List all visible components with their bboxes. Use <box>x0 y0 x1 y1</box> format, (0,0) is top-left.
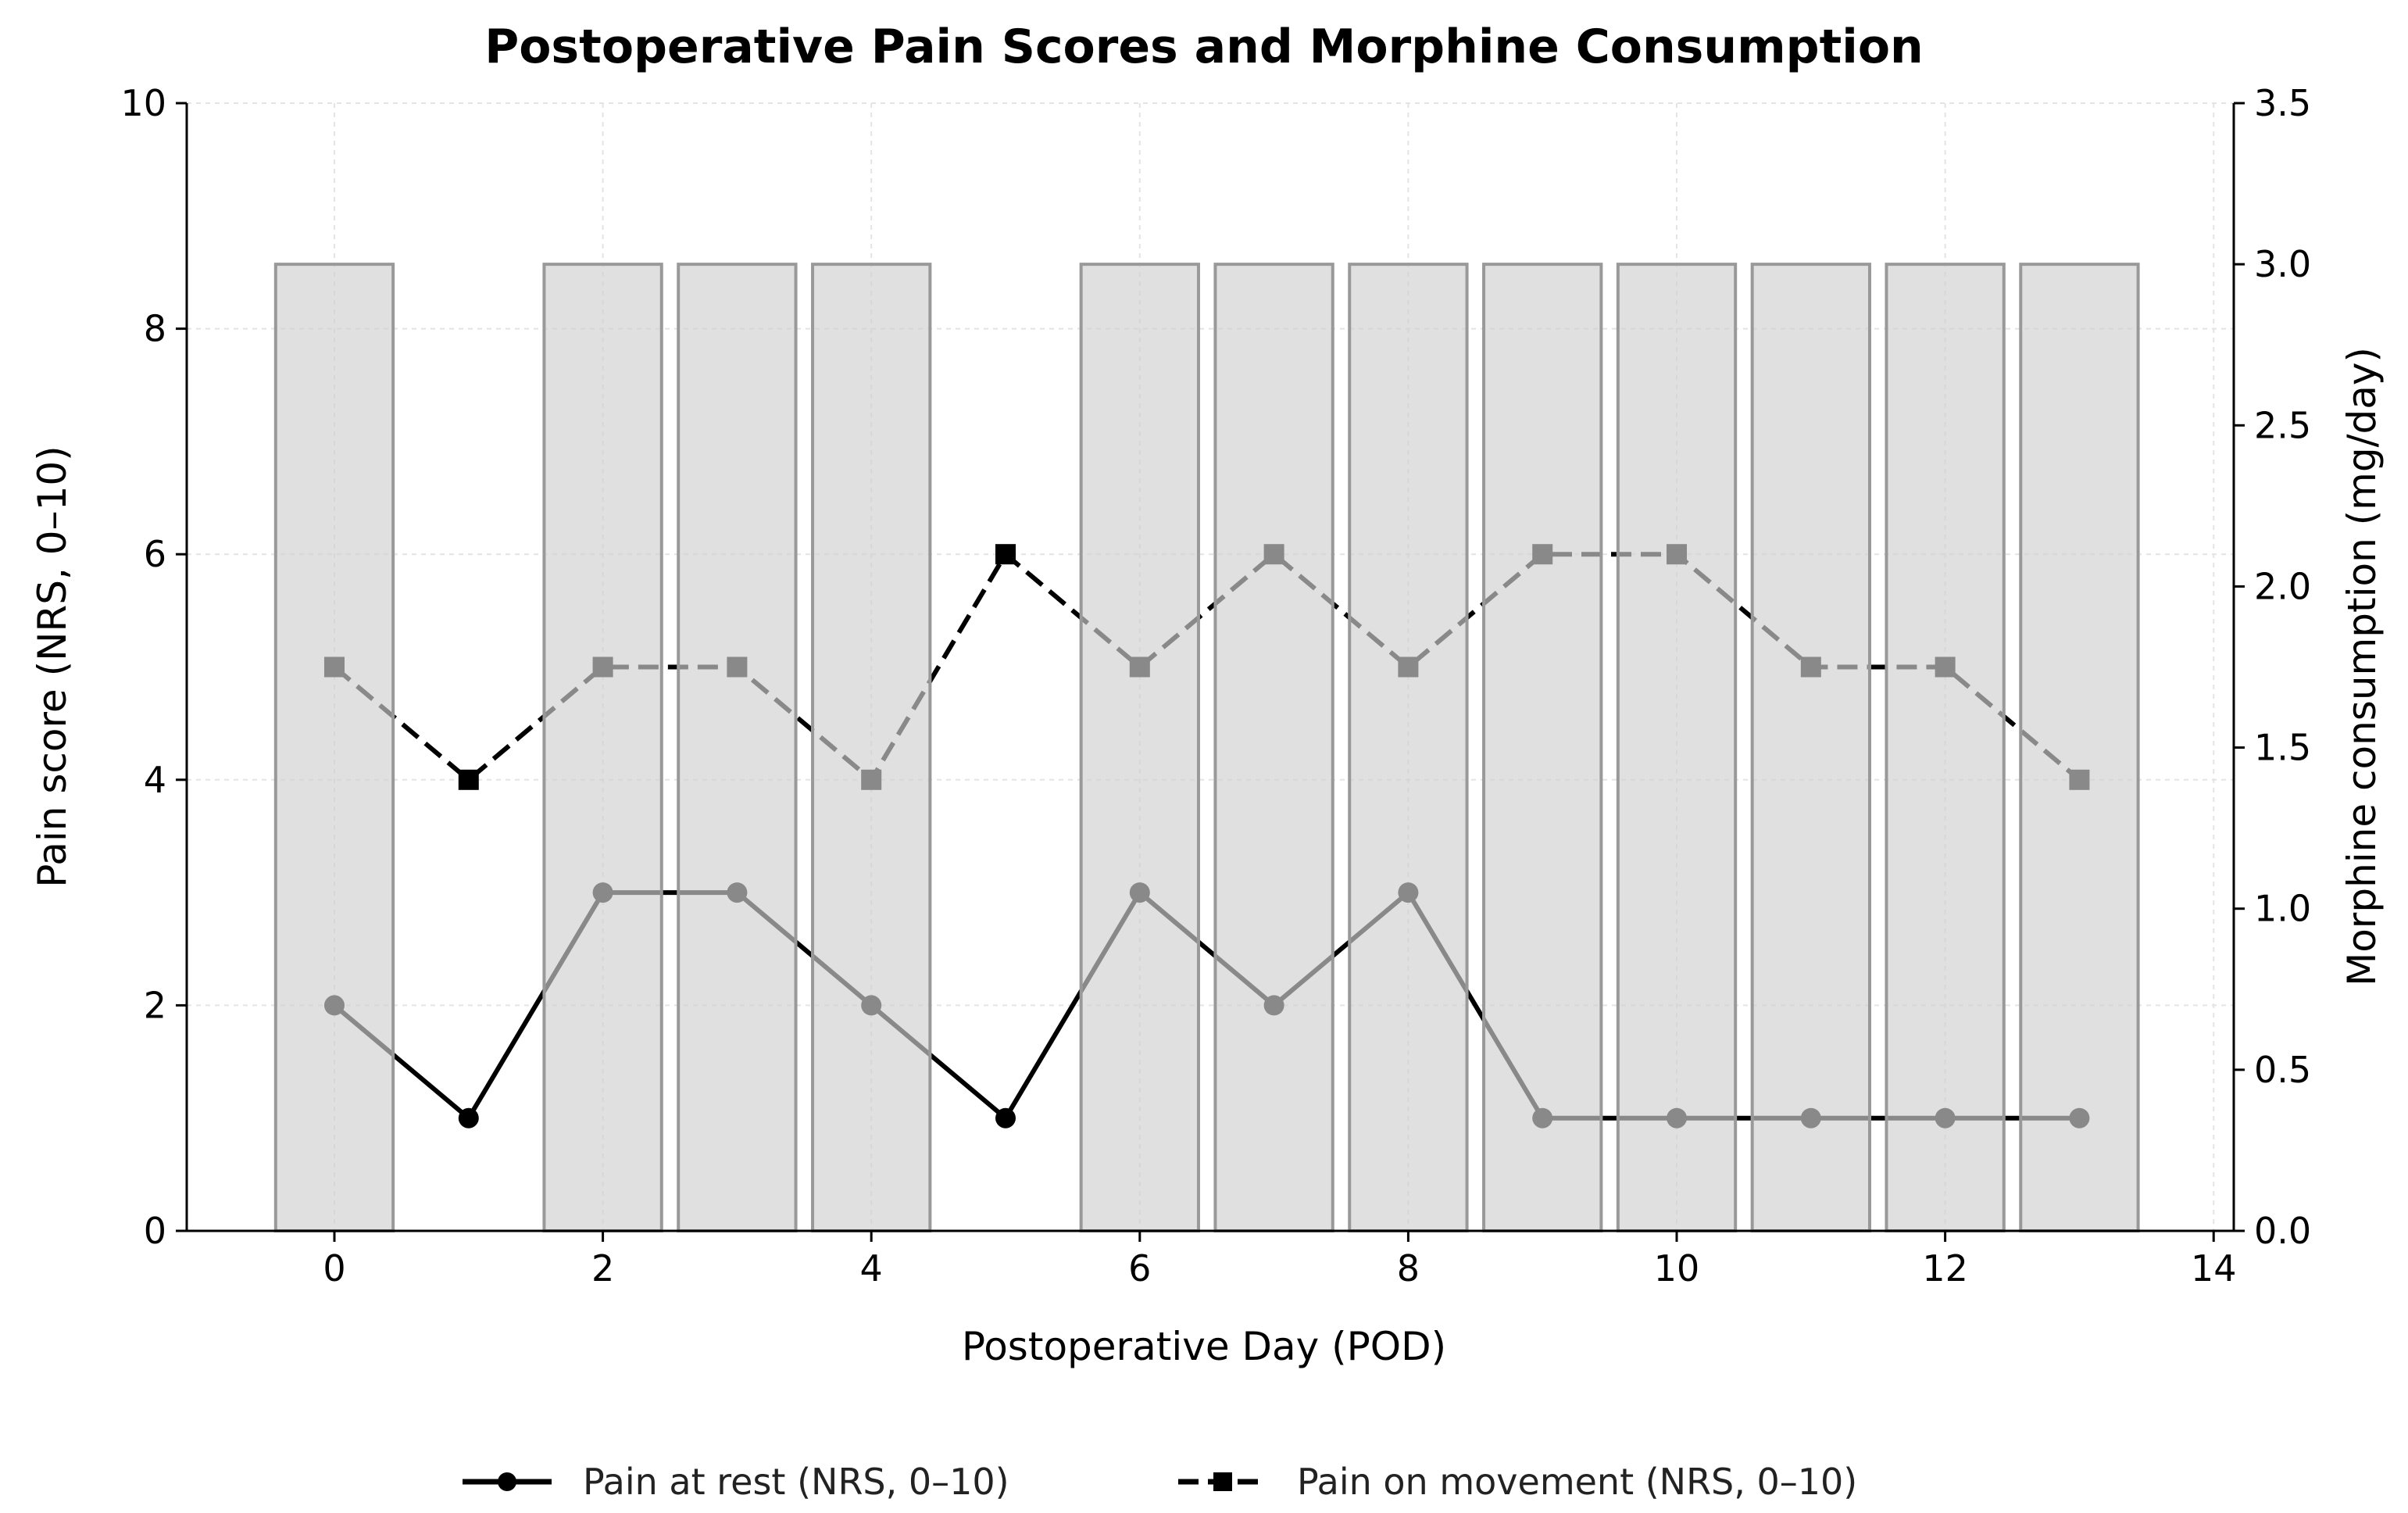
x-tick-label: 2 <box>591 1247 614 1289</box>
morphine-bar <box>273 263 395 1233</box>
y-tick-label: 8 <box>144 308 166 350</box>
morphine-bar <box>1885 263 2006 1233</box>
morphine-bar <box>811 263 932 1233</box>
morphine-bar <box>1079 263 1200 1233</box>
y2-tick-label: 2.0 <box>2254 565 2311 607</box>
legend-label-rest: Pain at rest (NRS, 0–10) <box>583 1461 1009 1503</box>
morphine-bar <box>1348 263 1469 1233</box>
legend: Pain at rest (NRS, 0–10) Pain on movemen… <box>463 1461 1857 1503</box>
y2-tick-label: 2.5 <box>2254 404 2311 446</box>
x-tick-label: 14 <box>2191 1247 2237 1289</box>
y-axis-label: Pain score (NRS, 0–10) <box>30 445 75 887</box>
legend-marker-square <box>1213 1472 1232 1491</box>
legend-label-movement: Pain on movement (NRS, 0–10) <box>1297 1461 1857 1503</box>
y2-tick-label: 0.0 <box>2254 1210 2311 1252</box>
morphine-bar <box>1750 263 1871 1233</box>
y2-tick-label: 0.5 <box>2254 1049 2311 1091</box>
y2-tick-label: 1.5 <box>2254 727 2311 769</box>
data-point-rest <box>995 1107 1016 1128</box>
y-tick-label: 4 <box>144 759 166 801</box>
morphine-bar <box>2019 263 2140 1233</box>
y2-tick-label: 3.5 <box>2254 82 2311 124</box>
x-tick-label: 8 <box>1397 1247 1420 1289</box>
data-point-movement <box>995 544 1016 565</box>
morphine-bar <box>1482 263 1603 1233</box>
x-axis-label: Postoperative Day (POD) <box>962 1324 1446 1369</box>
data-point-movement <box>458 769 479 790</box>
x-tick-label: 12 <box>1922 1247 1968 1289</box>
morphine-bar <box>542 263 663 1233</box>
x-tick-label: 10 <box>1654 1247 1700 1289</box>
y-tick-label: 0 <box>144 1210 166 1252</box>
legend-marker-circle <box>498 1472 516 1491</box>
axes: 0 2 4 6 8 10 12 14 0 2 4 6 8 10 0.0 0.5 1.0 1.5 2.0 2.5 3.0 3… <box>120 82 2311 1289</box>
y2-tick-label: 1.0 <box>2254 888 2311 930</box>
x-tick-label: 0 <box>323 1247 345 1289</box>
morphine-bar <box>1213 263 1334 1233</box>
x-tick-label: 4 <box>860 1247 883 1289</box>
y-tick-label: 6 <box>144 533 166 575</box>
y2-axis-label: Morphine consumption (mg/day) <box>2339 347 2385 986</box>
chart-title: Postoperative Pain Scores and Morphine C… <box>484 20 1924 74</box>
y2-tick-label: 3.0 <box>2254 243 2311 285</box>
y-tick-label: 10 <box>120 82 166 124</box>
data-point-rest <box>458 1107 479 1128</box>
y-tick-label: 2 <box>144 984 166 1026</box>
morphine-bar <box>677 263 798 1233</box>
x-tick-label: 6 <box>1128 1247 1151 1289</box>
morphine-bar <box>1616 263 1738 1233</box>
morphine-bars <box>273 263 2140 1233</box>
